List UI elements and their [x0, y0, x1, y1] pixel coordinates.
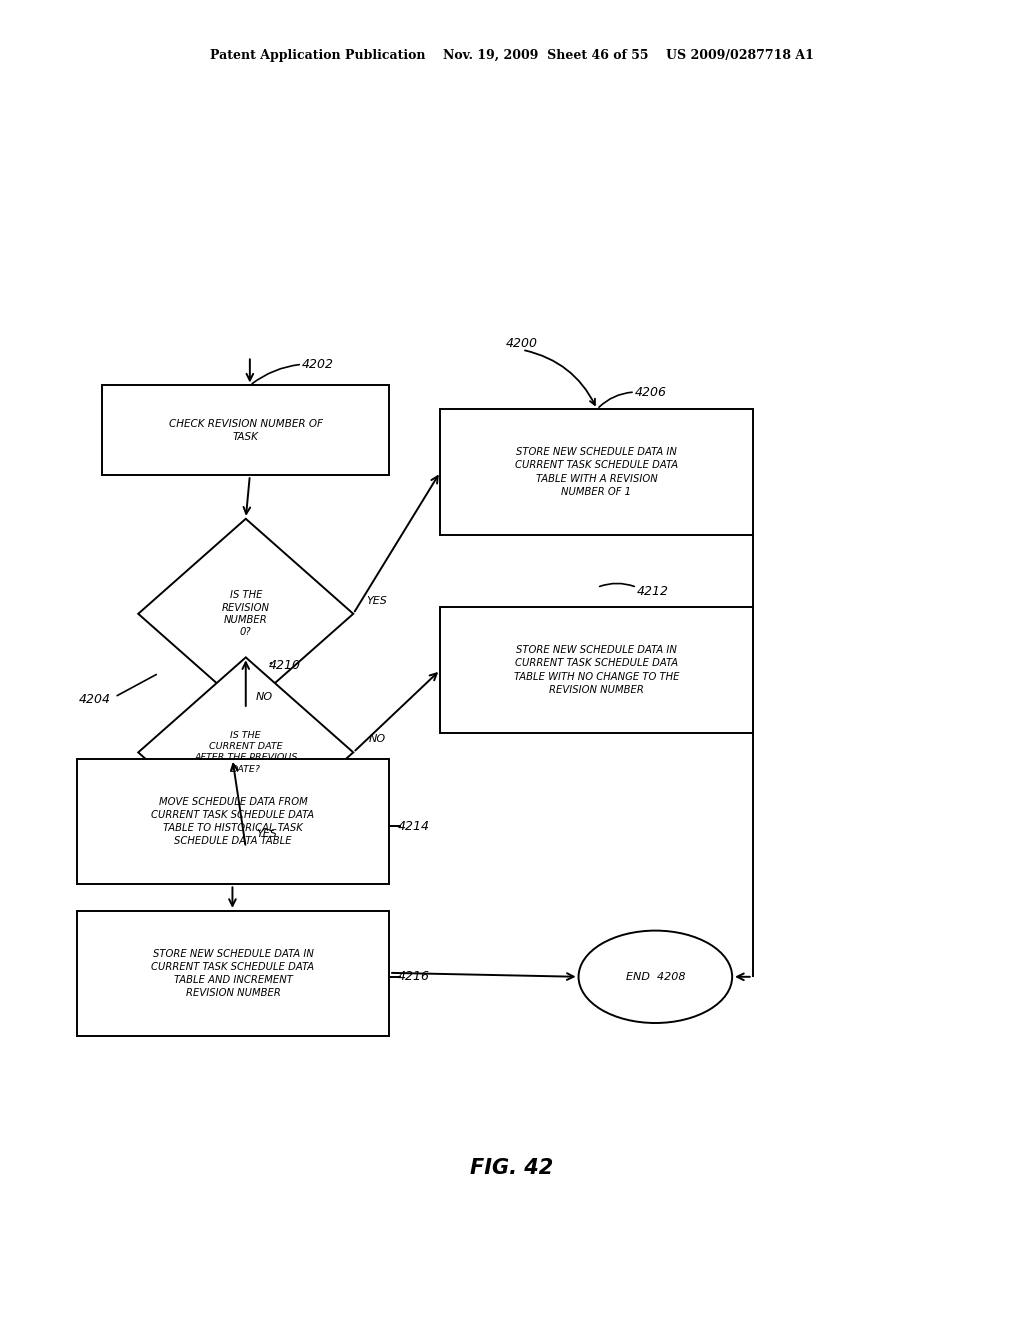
Text: MOVE SCHEDULE DATA FROM
CURRENT TASK SCHEDULE DATA
TABLE TO HISTORICAL TASK
SCHE: MOVE SCHEDULE DATA FROM CURRENT TASK SCH…	[152, 797, 314, 846]
Polygon shape	[138, 519, 353, 709]
Text: END  4208: END 4208	[626, 972, 685, 982]
Text: CHECK REVISION NUMBER OF
TASK: CHECK REVISION NUMBER OF TASK	[169, 418, 323, 442]
Polygon shape	[138, 657, 353, 847]
Text: YES: YES	[256, 829, 276, 840]
Text: 4202: 4202	[302, 358, 334, 371]
Text: STORE NEW SCHEDULE DATA IN
CURRENT TASK SCHEDULE DATA
TABLE WITH A REVISION
NUMB: STORE NEW SCHEDULE DATA IN CURRENT TASK …	[515, 447, 678, 496]
Ellipse shape	[579, 931, 732, 1023]
Text: 4206: 4206	[635, 385, 667, 399]
Text: 4214: 4214	[397, 820, 429, 833]
Text: STORE NEW SCHEDULE DATA IN
CURRENT TASK SCHEDULE DATA
TABLE AND INCREMENT
REVISI: STORE NEW SCHEDULE DATA IN CURRENT TASK …	[152, 949, 314, 998]
Text: 4212: 4212	[637, 585, 669, 598]
Text: IS THE
CURRENT DATE
AFTER THE PREVIOUS
DATE?: IS THE CURRENT DATE AFTER THE PREVIOUS D…	[195, 731, 297, 774]
Text: Patent Application Publication    Nov. 19, 2009  Sheet 46 of 55    US 2009/02877: Patent Application Publication Nov. 19, …	[210, 49, 814, 62]
FancyBboxPatch shape	[440, 607, 753, 733]
Text: NO: NO	[369, 734, 386, 744]
FancyBboxPatch shape	[77, 759, 389, 884]
Text: 4204: 4204	[79, 693, 111, 706]
Text: STORE NEW SCHEDULE DATA IN
CURRENT TASK SCHEDULE DATA
TABLE WITH NO CHANGE TO TH: STORE NEW SCHEDULE DATA IN CURRENT TASK …	[514, 645, 679, 694]
Text: YES: YES	[367, 595, 387, 606]
Text: NO: NO	[256, 692, 273, 702]
Text: 4216: 4216	[397, 970, 429, 983]
FancyBboxPatch shape	[77, 911, 389, 1036]
Text: FIG. 42: FIG. 42	[470, 1158, 554, 1179]
FancyBboxPatch shape	[102, 385, 389, 475]
Text: 4210: 4210	[268, 659, 300, 672]
Text: 4200: 4200	[506, 337, 539, 350]
FancyBboxPatch shape	[440, 409, 753, 535]
Text: IS THE
REVISION
NUMBER
0?: IS THE REVISION NUMBER 0?	[222, 590, 269, 638]
